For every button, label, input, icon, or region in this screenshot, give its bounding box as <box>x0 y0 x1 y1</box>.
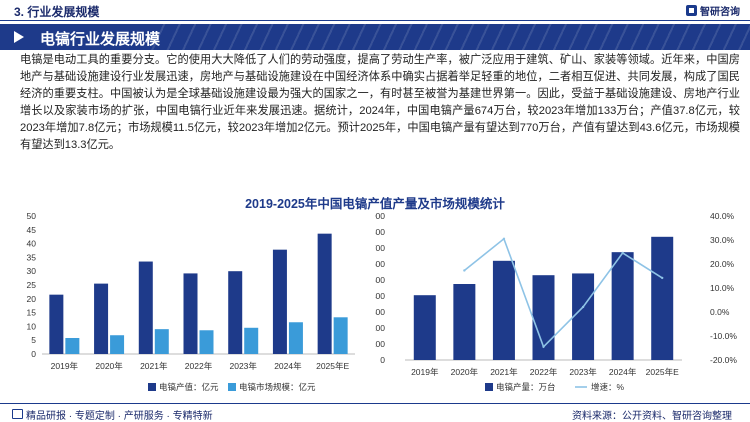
x-tick-label: 2023年 <box>569 367 597 377</box>
top-divider <box>0 20 750 21</box>
y2-tick-label: 30.0% <box>710 235 735 245</box>
y-tick-label: 600 <box>375 259 385 269</box>
x-tick-label: 2022年 <box>185 361 213 371</box>
legend-label: 电镐产值：亿元 <box>159 382 219 392</box>
body-paragraph: 电镐是电动工具的重要分支。它的使用大大降低了人们的劳动强度，提高了劳动生产率，被… <box>20 54 740 152</box>
y-tick-label: 25 <box>27 280 37 290</box>
page-title: 电镐行业发展规模 <box>40 31 161 48</box>
y-tick-label: 300 <box>375 307 385 317</box>
bar-market <box>244 327 259 354</box>
growth-point <box>661 276 664 280</box>
bar-output <box>611 252 634 360</box>
legend-label: 电镐产量：万台 <box>496 382 556 392</box>
x-tick-label: 2019年 <box>411 367 439 377</box>
section-title: 3. 行业发展规模 <box>14 5 100 19</box>
footer-source: 资料来源：公开资料、智研咨询整理 <box>572 411 732 422</box>
y2-tick-label: -10.0% <box>710 331 737 341</box>
y2-tick-label: 20.0% <box>710 259 735 269</box>
bar-output <box>413 295 436 360</box>
bar-value <box>49 294 64 354</box>
y2-tick-label: 10.0% <box>710 283 735 293</box>
y-tick-label: 900 <box>375 211 385 221</box>
x-tick-label: 2024年 <box>609 367 637 377</box>
footer-services: 精品研报 · 专题定制 · 产研服务 · 专精特新 <box>26 411 213 422</box>
chart-output-growth: 0 100 200 300 400 500 600 700 800 900 -20.0% -10.0%… <box>375 211 737 392</box>
y-tick-label: 700 <box>375 243 385 253</box>
growth-point <box>542 345 545 348</box>
y-tick-label: 10 <box>27 321 37 331</box>
play-icon <box>14 31 24 43</box>
bar-market <box>333 317 348 354</box>
y-tick-label: 45 <box>27 225 37 235</box>
y-tick-label: 0 <box>380 355 385 365</box>
y-tick-label: 40 <box>27 239 37 249</box>
y2-tick-label: 40.0% <box>710 211 735 221</box>
bar-market <box>110 335 125 354</box>
x-tick-label: 2021年 <box>140 361 168 371</box>
bar-market <box>288 322 303 354</box>
top-bar: 3. 行业发展规模 智研咨询 <box>0 0 750 22</box>
y-tick-label: 20 <box>27 294 37 304</box>
chart-value-market: 0 5 10 15 20 25 30 35 40 45 50 2019年 2020年 2021年 2022年… <box>27 211 355 392</box>
bar-value <box>272 249 287 354</box>
x-tick-label: 2025年E <box>646 367 679 377</box>
footer: 精品研报 · 专题定制 · 产研服务 · 专精特新 资料来源：公开资料、智研咨询… <box>0 402 750 422</box>
brand-logo: 智研咨询 <box>686 3 740 18</box>
bar-market <box>199 330 214 354</box>
bar-value <box>138 261 153 354</box>
y-tick-label: 500 <box>375 275 385 285</box>
bar-value <box>183 273 198 354</box>
x-tick-label: 2022年 <box>530 367 558 377</box>
growth-point <box>621 251 624 255</box>
footer-divider <box>0 403 750 404</box>
bar-market <box>154 329 169 354</box>
header-stripes <box>150 24 750 50</box>
x-tick-label: 2024年 <box>274 361 302 371</box>
bar-output <box>651 236 674 360</box>
y-tick-label: 200 <box>375 323 385 333</box>
y-tick-label: 15 <box>27 308 37 318</box>
legend-label: 增速：% <box>591 382 625 392</box>
y-tick-label: 800 <box>375 227 385 237</box>
bar-output <box>453 284 476 360</box>
logo-icon <box>686 5 697 16</box>
growth-line <box>463 237 663 349</box>
x-tick-label: 2023年 <box>230 361 258 371</box>
chart-title: 2019-2025年中国电镐产值产量及市场规模统计 <box>245 197 505 211</box>
bar-value <box>228 271 243 354</box>
document-icon <box>12 409 23 419</box>
y2-tick-label: 0.0% <box>710 307 730 317</box>
growth-point <box>502 237 506 240</box>
page-header: 电镐行业发展规模 <box>0 24 750 50</box>
x-tick-label: 2020年 <box>95 361 123 371</box>
bar-output <box>532 275 555 360</box>
y-tick-label: 0 <box>31 349 36 359</box>
y-tick-label: 400 <box>375 291 385 301</box>
y-tick-label: 100 <box>375 339 385 349</box>
x-tick-label: 2020年 <box>451 367 479 377</box>
x-tick-label: 2025年E <box>316 361 349 371</box>
x-tick-label: 2021年 <box>490 367 518 377</box>
growth-point <box>581 305 585 309</box>
y-tick-label: 30 <box>27 266 37 276</box>
y-tick-label: 5 <box>31 335 36 345</box>
legend-swatch <box>148 383 156 391</box>
logo-text: 智研咨询 <box>700 7 740 18</box>
legend-label: 电镐市场规模：亿元 <box>239 382 316 392</box>
legend-swatch <box>228 383 236 391</box>
legend-swatch <box>485 383 493 391</box>
bar-market <box>65 337 80 354</box>
growth-point <box>463 269 466 272</box>
bar-output <box>572 273 595 360</box>
y-tick-label: 35 <box>27 252 37 262</box>
y-tick-label: 50 <box>27 211 37 221</box>
bar-value <box>94 283 109 354</box>
bar-output <box>492 260 515 360</box>
y2-tick-label: -20.0% <box>710 355 737 365</box>
x-tick-label: 2019年 <box>51 361 79 371</box>
bar-value <box>317 233 332 354</box>
